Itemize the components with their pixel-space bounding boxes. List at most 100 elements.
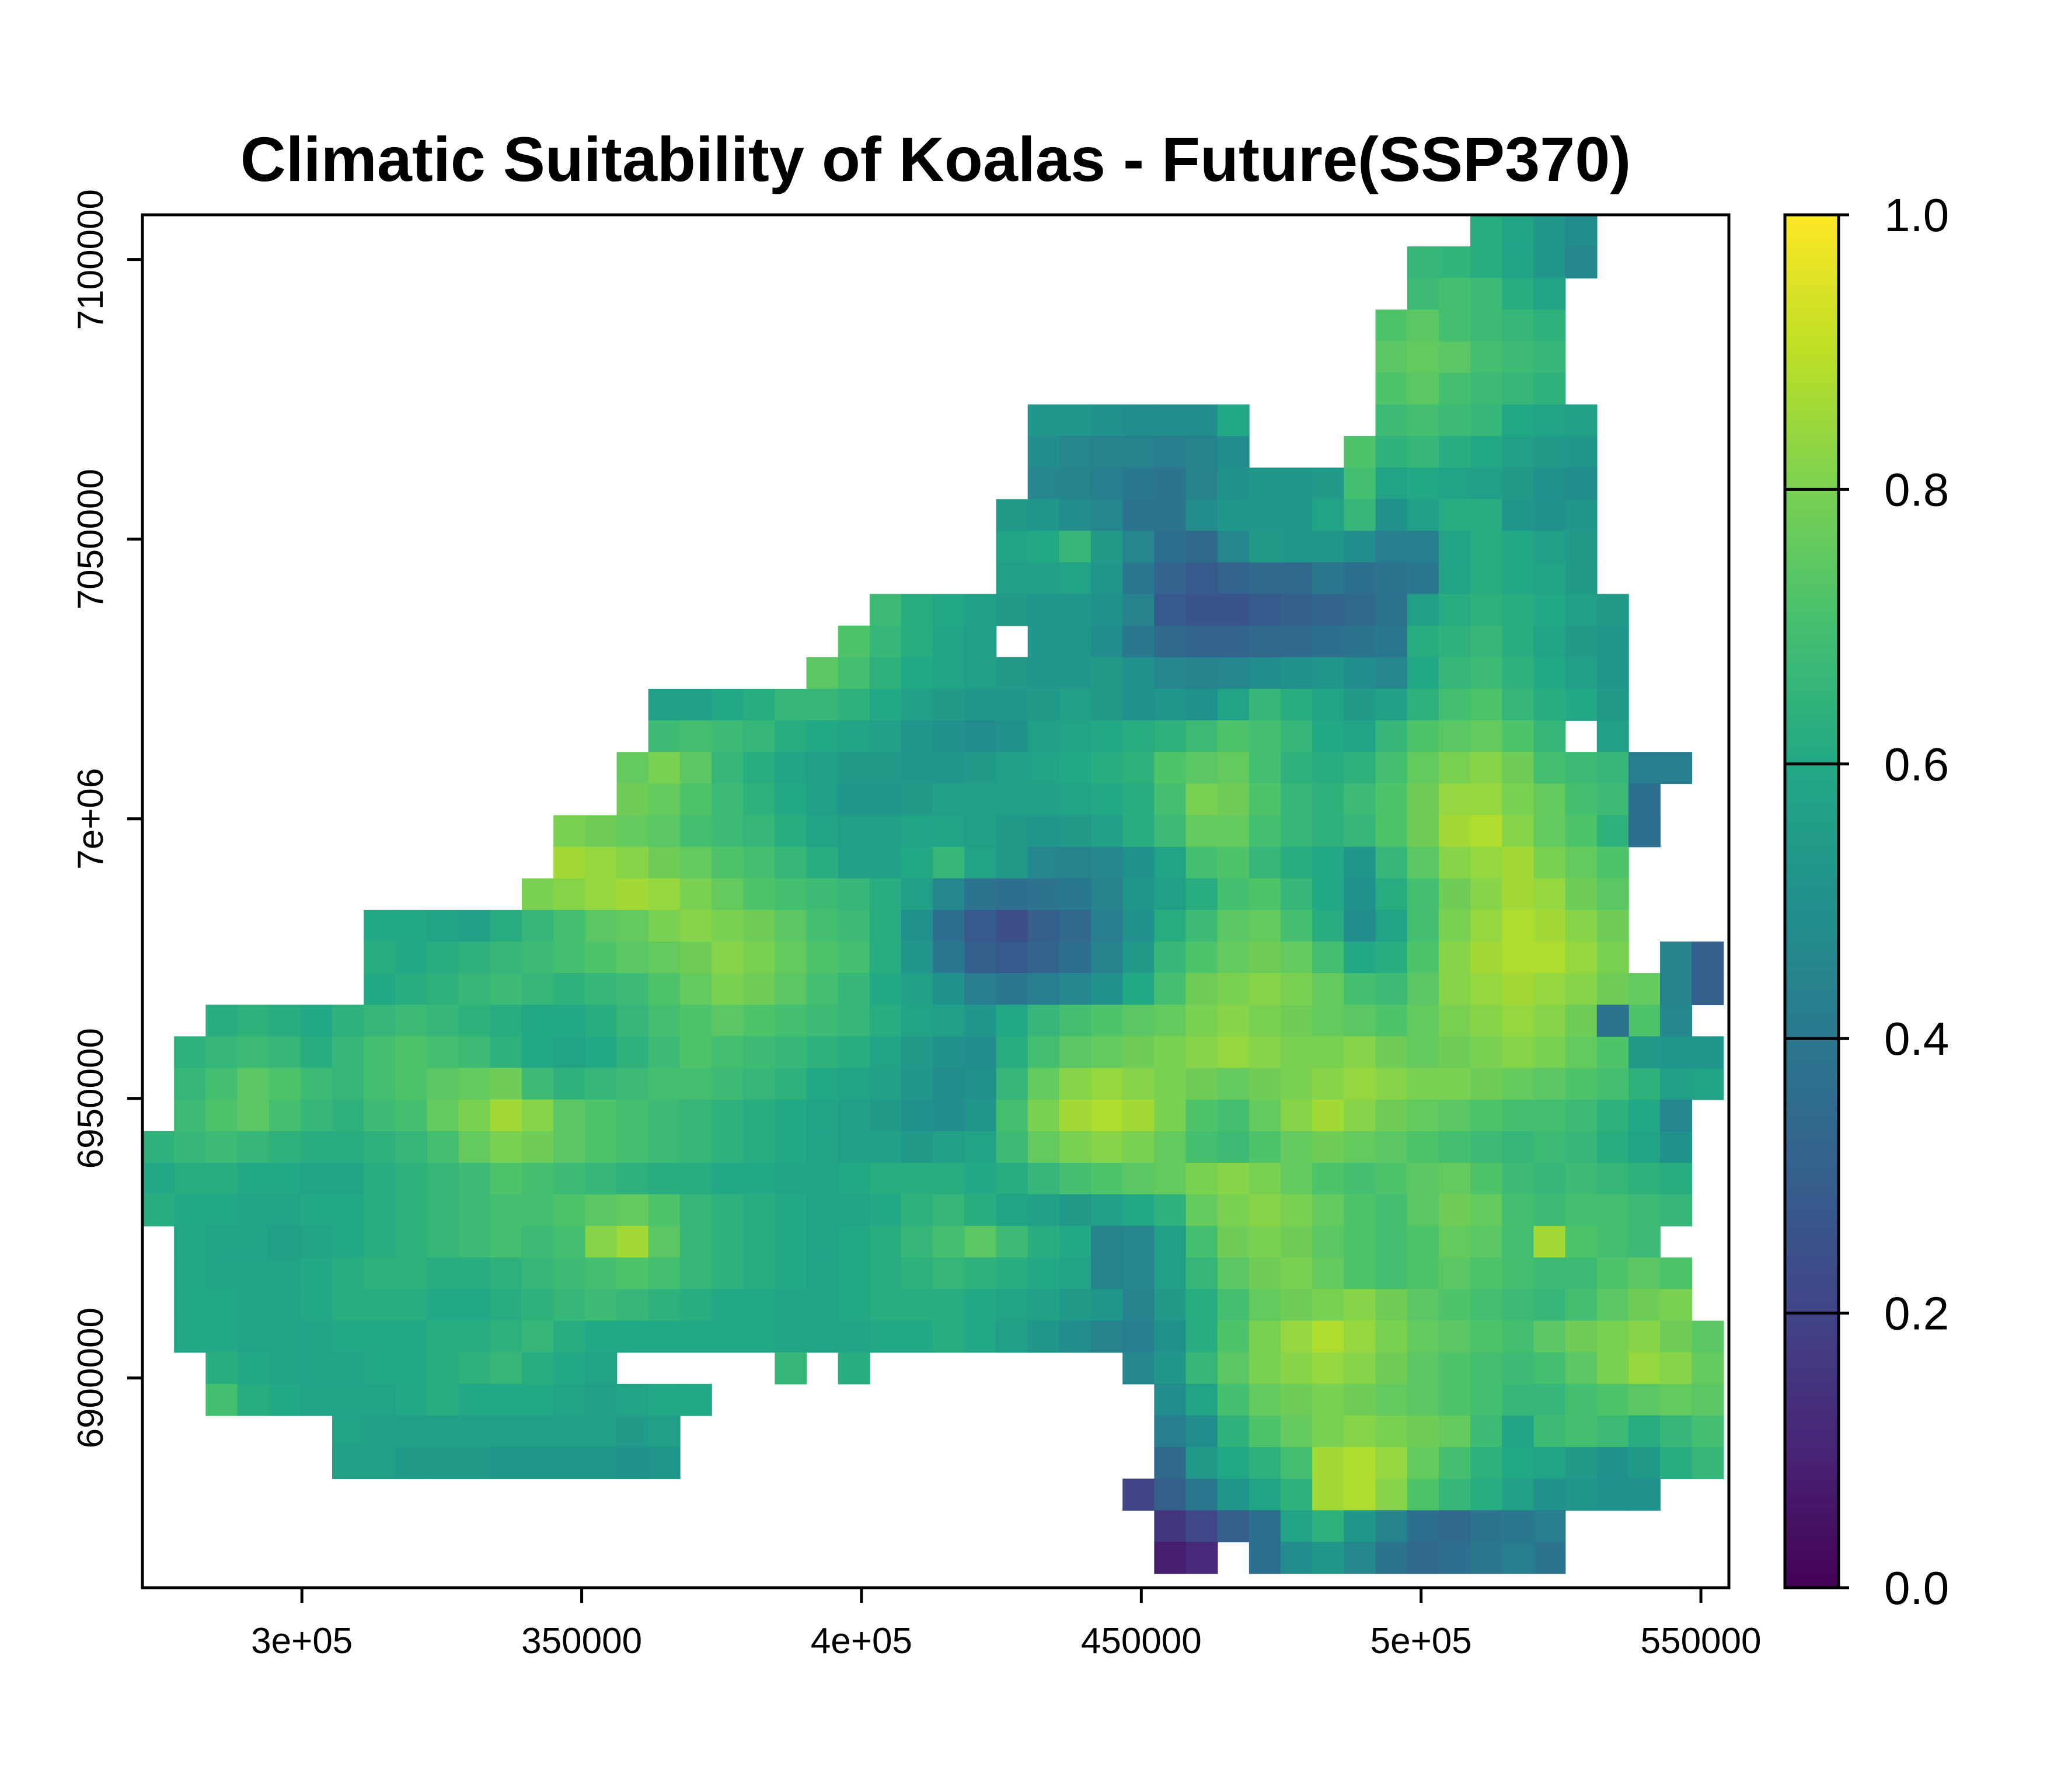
raster-cell: [1692, 1447, 1724, 1479]
raster-cell: [490, 1383, 522, 1416]
raster-cell: [364, 1099, 396, 1132]
raster-cell: [964, 1320, 997, 1353]
raster-cell: [933, 1099, 965, 1132]
raster-cell: [1122, 1320, 1155, 1353]
raster-cell: [553, 1005, 586, 1037]
raster-cell: [522, 909, 554, 942]
raster-cell: [427, 1320, 459, 1353]
raster-cell: [1154, 1068, 1187, 1100]
raster-cell: [1344, 657, 1376, 689]
raster-cell: [553, 1447, 586, 1479]
raster-cell: [1502, 1226, 1535, 1258]
raster-cell: [1059, 404, 1091, 437]
raster-cell: [1407, 435, 1439, 468]
raster-cell: [1027, 562, 1060, 595]
raster-cell: [1502, 973, 1535, 1006]
raster-cell: [1312, 1289, 1345, 1322]
raster-cell: [1185, 1289, 1218, 1322]
raster-cell: [1249, 1099, 1281, 1132]
raster-cell: [1122, 973, 1155, 1006]
raster-cell: [1565, 1383, 1598, 1416]
raster-cell: [1470, 878, 1503, 911]
raster-cell: [268, 1352, 301, 1385]
raster-cell: [806, 1289, 839, 1322]
raster-cell: [1027, 625, 1060, 658]
raster-cell: [142, 1131, 175, 1163]
raster-cell: [1217, 1320, 1250, 1353]
raster-cell: [1628, 1257, 1661, 1290]
raster-cell: [996, 783, 1028, 816]
raster-cell: [237, 1068, 270, 1100]
raster-cell: [1154, 1289, 1187, 1322]
raster-cell: [553, 909, 586, 942]
raster-cell: [205, 1131, 238, 1163]
raster-cell: [1502, 435, 1535, 468]
raster-cell: [1344, 1289, 1376, 1322]
raster-cell: [1470, 435, 1503, 468]
raster-cell: [1565, 783, 1598, 816]
raster-cell: [1154, 1005, 1187, 1037]
raster-cell: [1533, 1257, 1566, 1290]
raster-cell: [1565, 752, 1598, 785]
raster-cell: [869, 1226, 902, 1258]
raster-cell: [1281, 973, 1313, 1006]
raster-cell: [332, 1036, 364, 1069]
raster-cell: [1660, 1036, 1693, 1069]
raster-cell: [1249, 1383, 1281, 1416]
raster-cell: [1091, 404, 1124, 437]
colorbar-ticks: 0.0 0.2 0.4 0.6 0.8 1.0: [1785, 189, 1949, 1614]
raster-cell: [743, 973, 776, 1006]
raster-cell: [1217, 562, 1250, 595]
raster-cell: [933, 688, 965, 721]
raster-cell: [458, 1383, 491, 1416]
raster-cell: [806, 1005, 839, 1037]
raster-cell: [1628, 1226, 1661, 1258]
raster-cell: [1502, 215, 1535, 247]
raster-cell: [775, 1226, 807, 1258]
raster-cell: [1312, 783, 1345, 816]
raster-cell: [648, 783, 681, 816]
raster-cell: [1470, 531, 1503, 563]
raster-cell: [395, 1131, 428, 1163]
raster-cell: [1470, 1226, 1503, 1258]
raster-cell: [1312, 625, 1345, 658]
raster-cell: [1154, 1194, 1187, 1226]
raster-cell: [1533, 531, 1566, 563]
raster-cell: [1217, 1068, 1250, 1100]
raster-cell: [1059, 468, 1091, 500]
raster-cell: [901, 1257, 934, 1290]
raster-cell: [490, 1036, 522, 1069]
raster-cell: [996, 1194, 1028, 1226]
raster-cell: [1628, 783, 1661, 816]
raster-cell: [1059, 688, 1091, 721]
raster-cell: [964, 909, 997, 942]
raster-cell: [205, 1194, 238, 1226]
raster-cell: [679, 752, 712, 785]
raster-cell: [1502, 1415, 1535, 1448]
raster-cell: [1438, 625, 1471, 658]
raster-cell: [1533, 341, 1566, 374]
raster-cell: [1122, 1289, 1155, 1322]
raster-cell: [300, 1036, 333, 1069]
raster-cell: [1344, 1479, 1376, 1511]
raster-cell: [679, 1383, 712, 1416]
raster-cell: [964, 1068, 997, 1100]
raster-cell: [1122, 1068, 1155, 1100]
raster-cell: [933, 1068, 965, 1100]
raster-cell: [1122, 815, 1155, 848]
raster-cell: [1692, 1352, 1724, 1385]
raster-cell: [205, 1257, 238, 1290]
raster-cell: [996, 752, 1028, 785]
raster-cell: [1470, 1352, 1503, 1385]
raster-cell: [648, 720, 681, 752]
raster-cell: [174, 1099, 207, 1132]
raster-cell: [1407, 720, 1439, 752]
raster-cell: [679, 1194, 712, 1226]
raster-cell: [1344, 909, 1376, 942]
raster-cell: [1565, 1289, 1598, 1322]
raster-cell: [743, 1162, 776, 1195]
raster-cell: [1344, 1510, 1376, 1543]
raster-cell: [585, 1162, 618, 1195]
raster-cell: [1407, 278, 1439, 311]
suitability-raster: [142, 215, 1724, 1574]
